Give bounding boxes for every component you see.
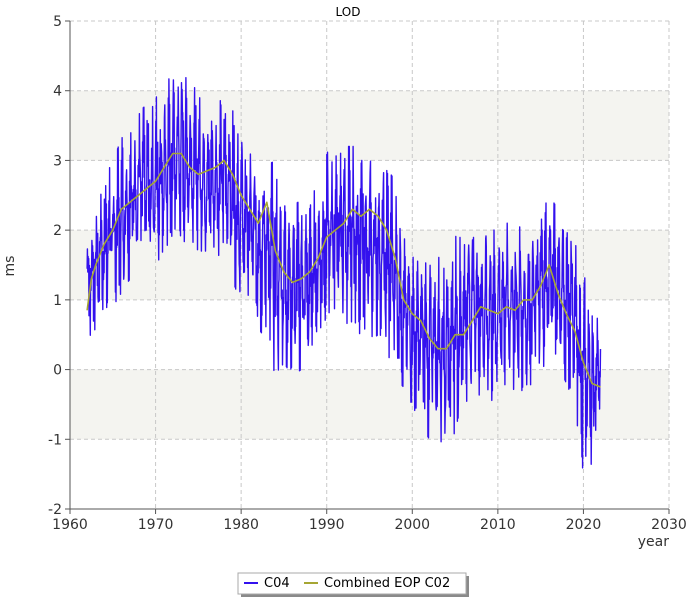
y-axis-label: ms <box>2 256 18 277</box>
x-tick-label: 1960 <box>52 517 88 533</box>
axes <box>69 21 669 510</box>
band <box>70 369 669 440</box>
x-tick-label: 1990 <box>309 517 345 533</box>
y-tick-label: 5 <box>53 14 62 30</box>
chart-title: LOD <box>336 5 361 19</box>
y-tick-label: 1 <box>53 293 62 309</box>
x-axis-label: year <box>638 534 669 550</box>
series-line-combined-eop-c02 <box>86 152 601 388</box>
x-tick-label: 2020 <box>566 517 602 533</box>
x-tick-label: 2010 <box>480 517 516 533</box>
y-tick-label: 2 <box>53 223 62 239</box>
legend-label-combined-eop-c02: Combined EOP C02 <box>324 576 450 591</box>
x-axis-ticks: 1960 1970 1980 1990 2000 2010 2020 2030 <box>52 509 687 533</box>
y-axis-ticks: -2 -1 0 1 2 3 4 5 <box>48 14 70 518</box>
x-tick-label: 1980 <box>223 517 259 533</box>
legend: C04 Combined EOP C02 <box>237 572 469 597</box>
legend-box <box>237 572 467 595</box>
y-tick-label: 4 <box>53 84 62 100</box>
y-tick-label: 0 <box>53 363 62 379</box>
series-combined-eop-c02 <box>86 152 601 388</box>
legend-label-c04: C04 <box>264 576 290 591</box>
y-tick-label: 3 <box>53 153 62 169</box>
x-tick-label: 1970 <box>138 517 174 533</box>
y-tick-label: -2 <box>48 502 62 518</box>
x-tick-label: 2030 <box>651 517 687 533</box>
y-tick-label: -1 <box>48 432 62 448</box>
x-tick-label: 2000 <box>394 517 430 533</box>
